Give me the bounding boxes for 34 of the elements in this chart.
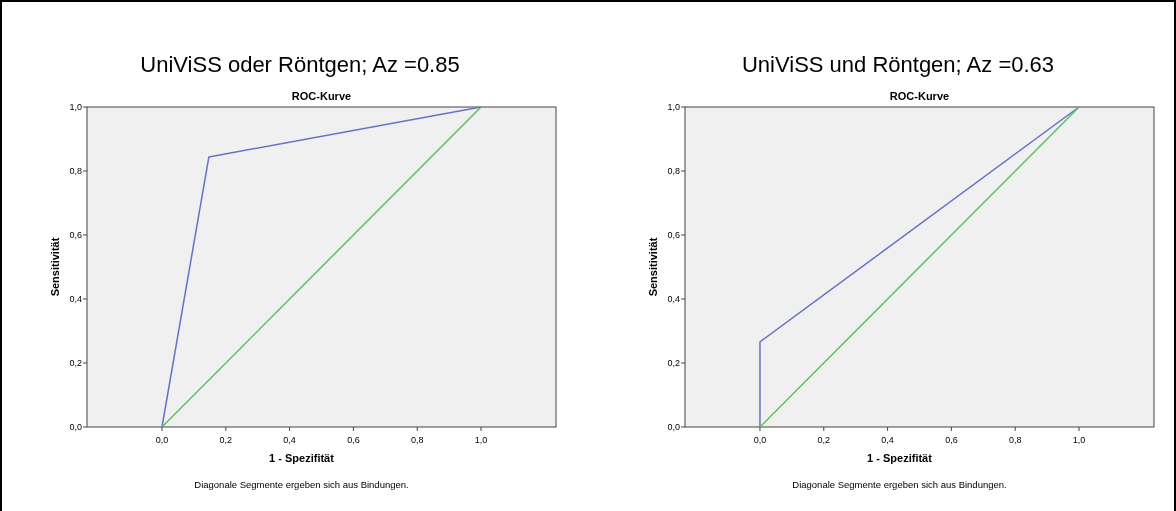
- y-axis-title: Sensitivität: [647, 237, 659, 297]
- x-tick-label: 0,4: [283, 435, 296, 445]
- y-tick-label: 0,6: [69, 230, 82, 240]
- y-tick-label: 0,2: [69, 358, 82, 368]
- x-tick-label: 0,2: [817, 435, 831, 445]
- y-tick-label: 0,2: [667, 358, 680, 368]
- x-tick-label: 0,8: [1008, 435, 1022, 445]
- y-tick-label: 0,8: [667, 166, 680, 176]
- y-tick-label: 0,6: [667, 230, 680, 240]
- y-tick-label: 0,0: [667, 422, 680, 432]
- y-tick-label: 1,0: [667, 102, 680, 112]
- x-tick-label: 0,0: [155, 435, 169, 445]
- chart-title: UniViSS und Röntgen; Az =0.63: [741, 52, 1055, 77]
- x-axis-title: 1 - Spezifität: [269, 452, 335, 464]
- chart-subtitle: ROC-Kurve: [291, 90, 352, 102]
- x-axis-title: 1 - Spezifität: [867, 452, 933, 464]
- x-tick-label: 0,4: [881, 435, 894, 445]
- y-tick-label: 0,0: [69, 422, 82, 432]
- text: Diagonale Segmente ergeben sich aus Bindungen.: [792, 479, 1007, 490]
- x-tick-label: 0,8: [410, 435, 424, 445]
- text: Diagonale Segmente ergeben sich aus Bindungen.: [194, 479, 409, 490]
- chart-subtitle: ROC-Kurve: [889, 90, 950, 102]
- x-tick-label: 0,6: [347, 435, 360, 445]
- y-tick-label: 0,8: [69, 166, 82, 176]
- y-axis-title: Sensitivität: [49, 237, 61, 297]
- chart-title: UniViSS oder Röntgen; Az =0.85: [140, 52, 460, 77]
- x-tick-label: 1,0: [1072, 435, 1086, 445]
- y-tick-label: 1,0: [69, 102, 82, 112]
- x-tick-label: 0,0: [753, 435, 767, 445]
- x-tick-label: 0,6: [945, 435, 958, 445]
- x-tick-label: 1,0: [474, 435, 488, 445]
- y-tick-label: 0,4: [69, 294, 82, 304]
- x-tick-label: 0,2: [219, 435, 233, 445]
- y-tick-label: 0,4: [667, 294, 680, 304]
